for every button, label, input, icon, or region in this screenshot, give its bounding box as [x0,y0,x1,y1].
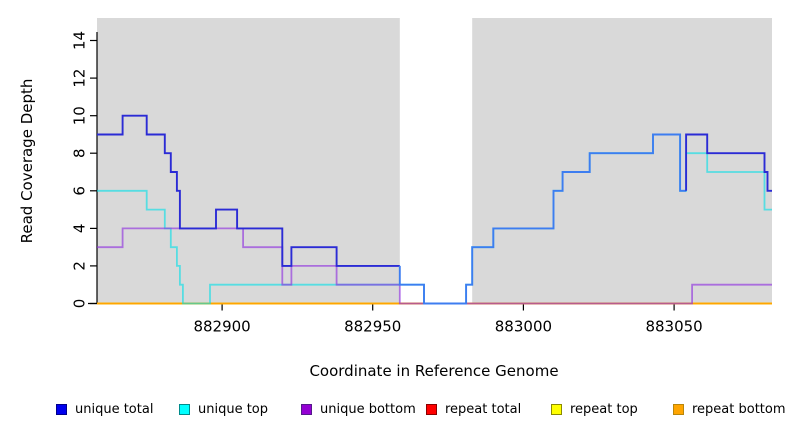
series-unique-total [398,133,687,305]
y-tick-label: 6 [71,186,89,196]
y-tick-label: 2 [71,261,89,271]
legend-item-unique-top: unique top [179,401,268,417]
x-tick-label: 882900 [193,318,250,336]
unique-bottom-swatch-icon [301,403,312,415]
legend-item-repeat-bottom: repeat bottom [673,401,786,417]
legend-label: unique total [75,401,154,417]
repeat-bottom-swatch-icon [673,403,684,415]
masked-region [399,18,473,304]
y-tick-label: 12 [71,69,89,88]
legend-label: repeat total [445,401,522,417]
repeat-total-swatch-icon [426,403,437,415]
legend-item-unique-bottom: unique bottom [301,401,416,417]
legend-label: unique bottom [320,401,416,417]
legend-item-repeat-total: repeat total [426,401,521,417]
series-unique-total [97,114,400,267]
y-tick-label: 8 [71,148,89,158]
x-tick-label: 882950 [344,318,401,336]
repeat-top-swatch-icon [551,403,562,415]
x-axis-label: Coordinate in Reference Genome [309,362,559,380]
y-tick-label: 0 [71,299,89,309]
legend-label: repeat bottom [692,401,786,417]
y-tick-label: 4 [71,224,89,234]
y-tick-label: 14 [71,31,89,50]
y-tick-label: 10 [71,106,89,125]
x-tick-label: 883000 [495,318,552,336]
unique-top-swatch-icon [179,403,190,415]
unique-total-swatch-icon [56,403,67,415]
legend-item-repeat-top: repeat top [551,401,638,417]
series-unique-total [685,133,772,192]
legend-label: repeat top [570,401,638,417]
x-tick-label: 883050 [645,318,702,336]
legend-label: unique top [198,401,269,417]
legend-item-unique-total: unique total [56,401,153,417]
y-axis-label: Read Coverage Depth [18,78,36,244]
